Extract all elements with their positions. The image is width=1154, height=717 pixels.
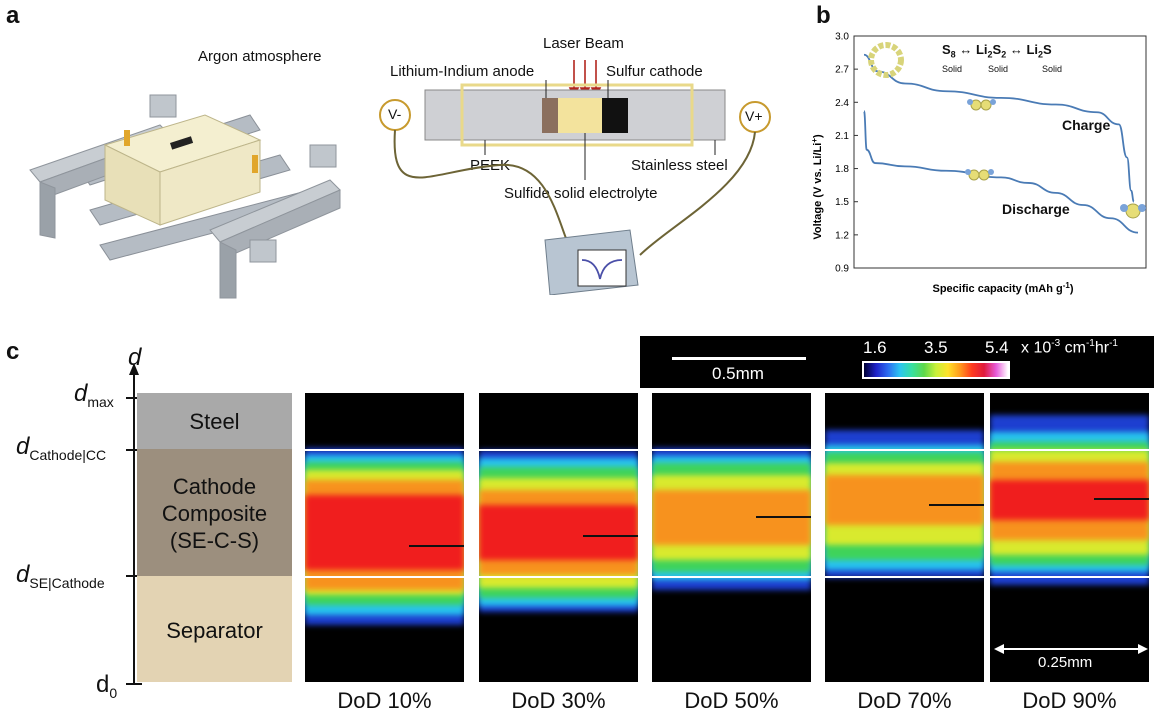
charge-label: Charge xyxy=(1062,117,1111,133)
electrolyte-label: Sulfide solid electrolyte xyxy=(504,185,658,202)
centroid-marker xyxy=(756,516,811,518)
s8-ring-icon xyxy=(868,42,904,78)
phase-label-2: Solid xyxy=(988,64,1009,74)
interface-line xyxy=(305,449,464,451)
heatmap-dod-70 xyxy=(825,393,984,682)
reaction-li2s2: Li2S2 xyxy=(975,42,1007,60)
v-plus-label: V+ xyxy=(745,108,763,124)
cathode-composite-label: Cathode Composite (SE-C-S) xyxy=(161,474,268,553)
cell-holder-illustration xyxy=(29,94,341,299)
y-tick-label: 0.9 xyxy=(835,264,849,275)
laser-beam-label: Laser Beam xyxy=(543,35,624,52)
y-tick-label: 2.4 xyxy=(835,98,849,109)
dod-label: DoD 30% xyxy=(511,688,606,713)
colorbar-gradient xyxy=(862,361,1010,379)
panel-letter-c: c xyxy=(6,338,20,365)
heat-band-red xyxy=(305,495,464,570)
heat-band-red xyxy=(479,505,638,560)
interface-line xyxy=(652,449,811,451)
y-axis-label: Voltage (V vs. Li/Li+) xyxy=(810,134,825,240)
colorbar-min: 1.6 xyxy=(863,338,887,357)
colorbar-unit: x 10-3 cm-1hr-1 xyxy=(1021,338,1118,357)
reaction-s8: S8 xyxy=(942,42,956,60)
cathode-layer xyxy=(137,449,292,576)
heat-band-red xyxy=(990,480,1149,520)
cathode-label: Sulfur cathode xyxy=(606,63,703,80)
separator-label: Separator xyxy=(166,618,263,643)
y-tick-label: 1.8 xyxy=(835,164,849,175)
dod-label: DoD 70% xyxy=(857,688,952,713)
centroid-marker xyxy=(1094,498,1149,500)
interface-line xyxy=(652,576,811,578)
d-se-cathode-label: dSE|Cathode xyxy=(16,561,105,591)
scale-bar-label: 0.5mm xyxy=(712,364,764,383)
reaction-arrow-1: ↔ xyxy=(959,42,973,57)
colorbar-max: 5.4 xyxy=(985,338,1009,357)
scale-bar xyxy=(672,357,806,360)
panel-letter-a: a xyxy=(6,2,20,29)
interface-line xyxy=(305,576,464,578)
dod-label: DoD 50% xyxy=(684,688,779,713)
y-tick-label: 2.7 xyxy=(835,65,849,76)
centroid-marker xyxy=(409,545,464,547)
y-tick-label: 1.2 xyxy=(835,230,849,241)
li2s2-molecule-icon-2 xyxy=(965,169,994,181)
cell-schematic xyxy=(379,60,771,295)
anode-label: Lithium-Indium anode xyxy=(390,63,535,80)
voltage-capacity-chart: 3.0 2.7 2.4 2.1 1.8 1.5 1.2 0.9 Voltage (V vs. … xyxy=(810,32,1147,296)
d0-label: d0 xyxy=(96,671,118,701)
heatmap-dod-50 xyxy=(652,393,811,682)
reaction-li2s: Li2S xyxy=(1026,42,1052,60)
centroid-marker xyxy=(583,535,638,537)
depth-axis-label: d xyxy=(128,344,142,371)
scale-bar-2-label: 0.25mm xyxy=(1038,654,1093,671)
interface-line xyxy=(479,576,638,578)
phase-label-3: Solid xyxy=(1042,64,1063,74)
li2s2-molecule-icon xyxy=(967,99,996,111)
steel-label: Steel xyxy=(189,409,240,434)
dod-label: DoD 10% xyxy=(337,688,432,713)
reaction-equation: S8 ↔ Li2S2 ↔ Li2S xyxy=(942,42,1052,60)
dod-label: DoD 90% xyxy=(1022,688,1117,713)
heatmap-dod-30 xyxy=(479,393,638,682)
interface-line xyxy=(825,449,984,451)
chart-lines xyxy=(863,53,1139,234)
interface-line xyxy=(990,449,1149,451)
interface-line xyxy=(479,449,638,451)
discharge-label: Discharge xyxy=(1002,201,1070,217)
reaction-arrow-2: ↔ xyxy=(1009,42,1023,57)
stainless-steel-label: Stainless steel xyxy=(631,157,728,174)
dmax-label: dmax xyxy=(74,380,114,410)
separator-layer xyxy=(137,576,292,682)
heat-band-orange xyxy=(825,475,984,525)
colorbar-mid: 3.5 xyxy=(924,338,948,357)
argon-label: Argon atmosphere xyxy=(198,48,322,65)
chart-axes: 3.0 2.7 2.4 2.1 1.8 1.5 1.2 0.9 xyxy=(835,32,1147,275)
y-tick-label: 3.0 xyxy=(835,32,849,43)
d-cathode-cc-label: dCathode|CC xyxy=(16,433,107,463)
li2s-molecule-icon xyxy=(1120,203,1146,219)
interface-line xyxy=(825,576,984,578)
panel-letter-b: b xyxy=(816,2,831,29)
scale-bar-2 xyxy=(994,644,1148,654)
v-minus-label: V- xyxy=(388,106,402,122)
plot-frame xyxy=(853,35,1147,269)
heatmap-dod-10 xyxy=(305,393,464,682)
heatmap-dod-90 xyxy=(990,393,1149,682)
steel-layer xyxy=(137,393,292,449)
series-line-charge xyxy=(863,53,1135,203)
y-tick-label: 2.1 xyxy=(835,131,849,142)
x-axis-label: Specific capacity (mAh g-1) xyxy=(932,281,1073,296)
series-line-discharge xyxy=(863,110,1139,234)
interface-line xyxy=(990,576,1149,578)
y-tick-label: 1.5 xyxy=(835,197,849,208)
phase-label-1: Solid xyxy=(942,64,963,74)
centroid-marker xyxy=(929,504,984,506)
